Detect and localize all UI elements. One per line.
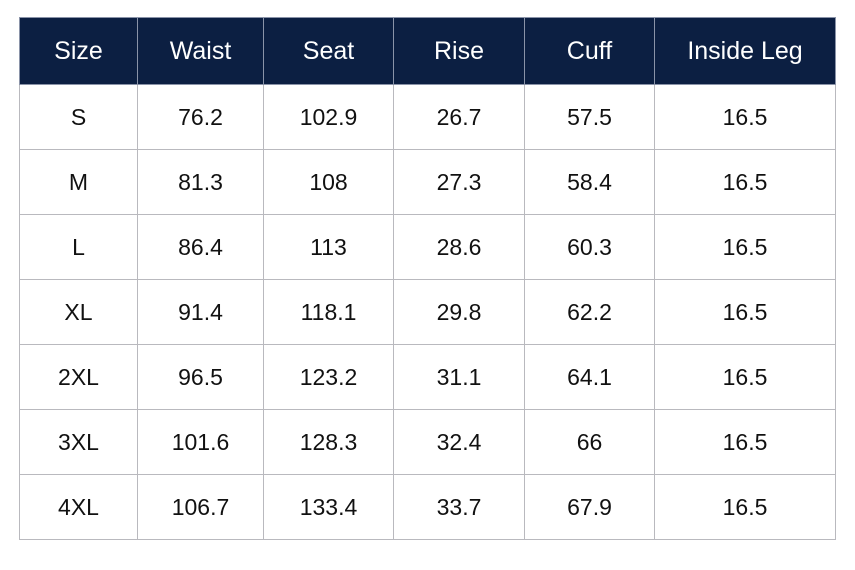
table-header: Size Waist Seat Rise Cuff Inside Leg	[19, 17, 836, 85]
header-size: Size	[19, 17, 138, 85]
cell-seat: 102.9	[263, 84, 394, 150]
cell-inside-leg: 16.5	[654, 344, 836, 410]
cell-size: S	[19, 84, 138, 150]
cell-seat: 108	[263, 149, 394, 215]
cell-inside-leg: 16.5	[654, 409, 836, 475]
header-cuff: Cuff	[524, 17, 655, 85]
cell-waist: 96.5	[137, 344, 264, 410]
header-inside-leg: Inside Leg	[654, 17, 836, 85]
cell-inside-leg: 16.5	[654, 84, 836, 150]
cell-size: M	[19, 149, 138, 215]
cell-inside-leg: 16.5	[654, 474, 836, 540]
cell-cuff: 66	[524, 409, 655, 475]
cell-cuff: 60.3	[524, 214, 655, 280]
cell-rise: 28.6	[393, 214, 525, 280]
table-row: L 86.4 113 28.6 60.3 16.5	[19, 214, 836, 280]
cell-cuff: 67.9	[524, 474, 655, 540]
table-body: S 76.2 102.9 26.7 57.5 16.5 M 81.3 108 2…	[19, 84, 836, 540]
cell-inside-leg: 16.5	[654, 279, 836, 345]
cell-seat: 128.3	[263, 409, 394, 475]
cell-rise: 33.7	[393, 474, 525, 540]
cell-rise: 27.3	[393, 149, 525, 215]
cell-size: L	[19, 214, 138, 280]
cell-waist: 81.3	[137, 149, 264, 215]
cell-seat: 123.2	[263, 344, 394, 410]
cell-rise: 31.1	[393, 344, 525, 410]
cell-seat: 113	[263, 214, 394, 280]
cell-waist: 91.4	[137, 279, 264, 345]
cell-seat: 118.1	[263, 279, 394, 345]
table-row: 3XL 101.6 128.3 32.4 66 16.5	[19, 409, 836, 475]
cell-size: 2XL	[19, 344, 138, 410]
header-rise: Rise	[393, 17, 525, 85]
table-row: S 76.2 102.9 26.7 57.5 16.5	[19, 84, 836, 150]
table-row: 4XL 106.7 133.4 33.7 67.9 16.5	[19, 474, 836, 540]
cell-rise: 26.7	[393, 84, 525, 150]
cell-size: XL	[19, 279, 138, 345]
cell-cuff: 57.5	[524, 84, 655, 150]
header-seat: Seat	[263, 17, 394, 85]
cell-waist: 76.2	[137, 84, 264, 150]
cell-waist: 106.7	[137, 474, 264, 540]
size-chart-table: Size Waist Seat Rise Cuff Inside Leg S 7…	[19, 17, 836, 540]
cell-seat: 133.4	[263, 474, 394, 540]
cell-size: 4XL	[19, 474, 138, 540]
cell-cuff: 64.1	[524, 344, 655, 410]
header-row: Size Waist Seat Rise Cuff Inside Leg	[19, 17, 836, 85]
cell-waist: 86.4	[137, 214, 264, 280]
cell-cuff: 58.4	[524, 149, 655, 215]
table-row: XL 91.4 118.1 29.8 62.2 16.5	[19, 279, 836, 345]
cell-inside-leg: 16.5	[654, 214, 836, 280]
cell-cuff: 62.2	[524, 279, 655, 345]
cell-rise: 29.8	[393, 279, 525, 345]
cell-size: 3XL	[19, 409, 138, 475]
table-row: M 81.3 108 27.3 58.4 16.5	[19, 149, 836, 215]
cell-waist: 101.6	[137, 409, 264, 475]
header-waist: Waist	[137, 17, 264, 85]
cell-inside-leg: 16.5	[654, 149, 836, 215]
cell-rise: 32.4	[393, 409, 525, 475]
table-row: 2XL 96.5 123.2 31.1 64.1 16.5	[19, 344, 836, 410]
